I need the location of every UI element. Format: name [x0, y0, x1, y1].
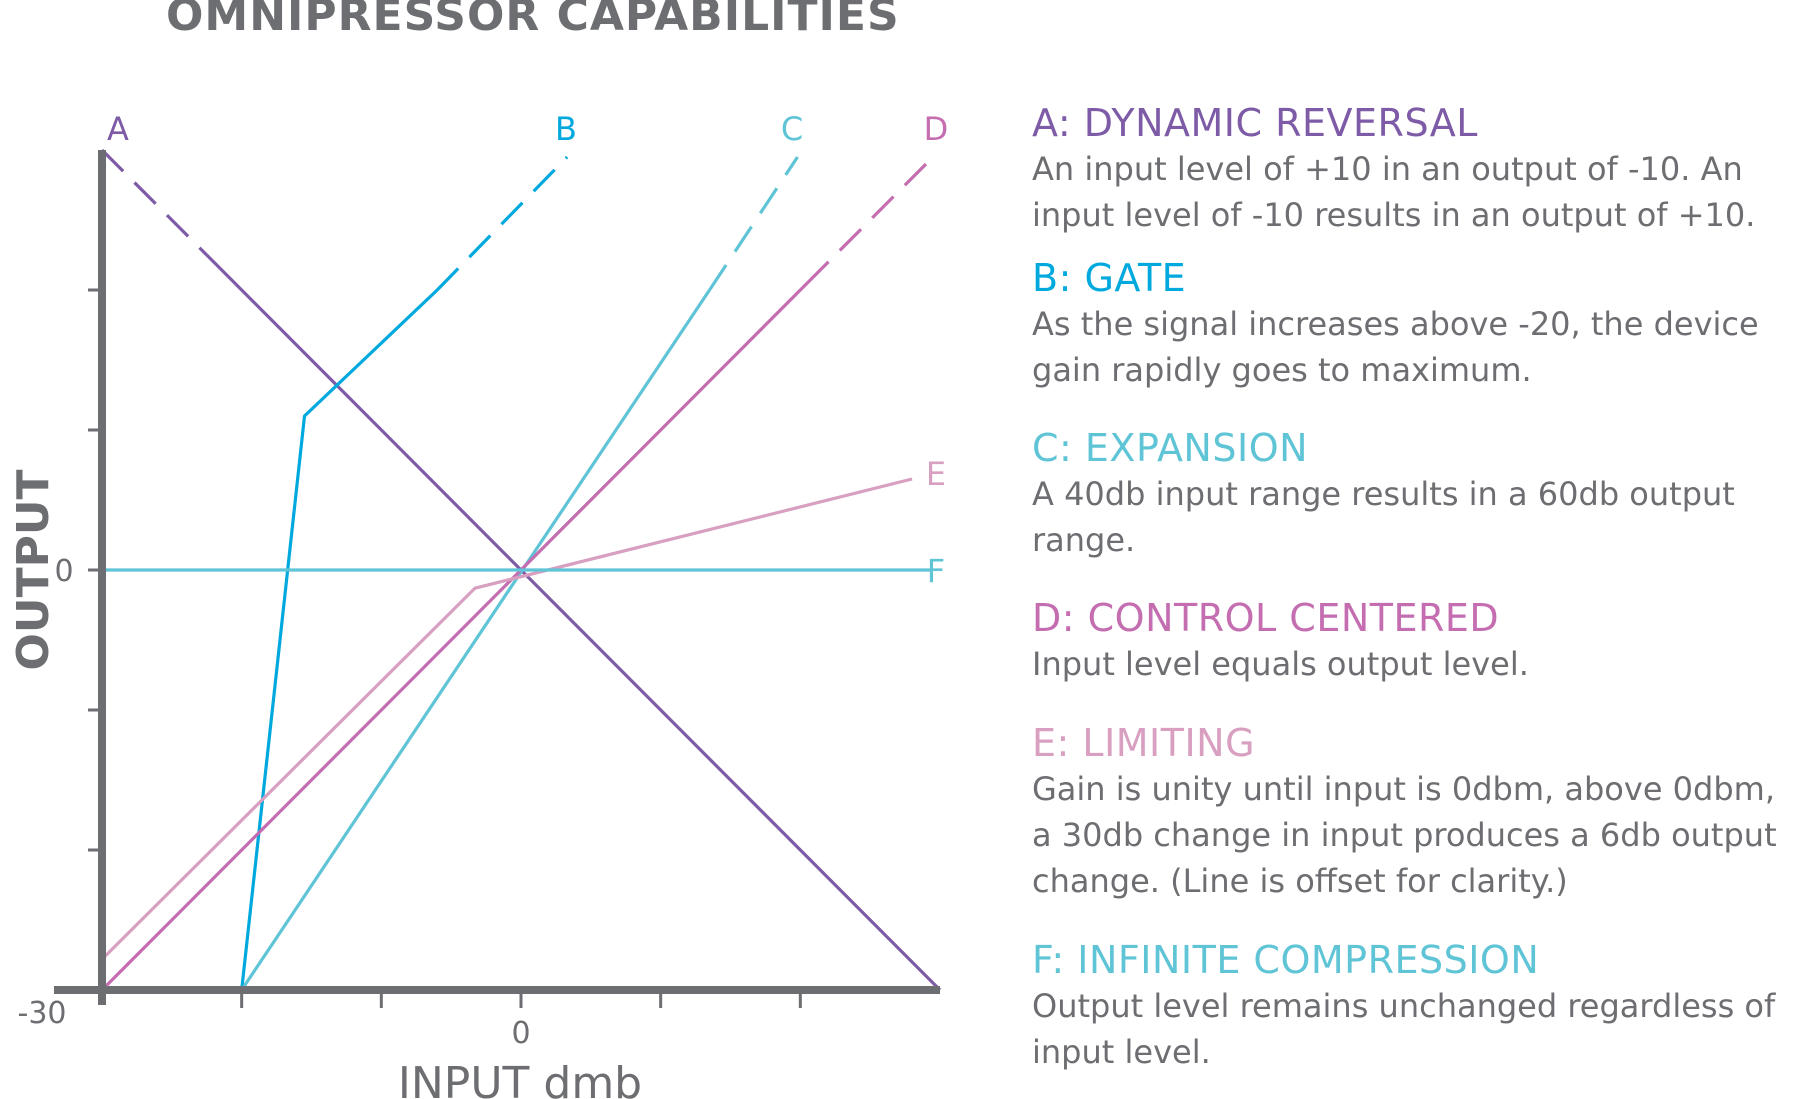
legend-text-e-2: a 30db change in input produces a 6db ou… — [1032, 816, 1777, 854]
legend-heading-e: E: LIMITING — [1032, 721, 1256, 765]
legend-entry-d: D: CONTROL CENTERED Input level equals o… — [1032, 595, 1800, 687]
page-title: OMNIPRESSOR CAPABILITIES — [166, 0, 900, 41]
x-tick-label: -30 — [18, 996, 67, 1031]
y-tick-label: 0 — [54, 554, 73, 589]
legend-heading-c: C: EXPANSION — [1032, 426, 1309, 470]
y-axis-title: OUTPUT — [8, 469, 59, 670]
legend-heading-f: F: INFINITE COMPRESSION — [1032, 938, 1540, 982]
x-axis-title: INPUT dmb — [398, 1058, 642, 1099]
legend-text-f-1: Output level remains unchanged regardles… — [1032, 987, 1776, 1025]
series-c-line — [240, 289, 711, 991]
series-e-line — [100, 477, 913, 961]
legend-heading-a: A: DYNAMIC REVERSAL — [1032, 101, 1478, 145]
curve-label-b: B — [555, 110, 577, 148]
x-tick-label: 0 — [511, 1016, 530, 1051]
series-c-dashed-line — [708, 156, 799, 291]
series-b-line — [240, 288, 439, 991]
series-b-dashed-line — [436, 155, 569, 292]
series-a-line — [205, 253, 942, 992]
series-d-line — [100, 281, 809, 992]
legend-text-b-1: As the signal increases above -20, the d… — [1032, 305, 1759, 343]
legend-text-c-2: range. — [1032, 521, 1136, 559]
curve-label-e: E — [926, 455, 946, 493]
curve-label-c: C — [781, 110, 803, 148]
legend-entry-a: A: DYNAMIC REVERSAL An input level of +1… — [1032, 100, 1800, 238]
legend-text-e-3: change. (Line is offset for clarity.) — [1032, 862, 1568, 900]
curve-label-f: F — [927, 552, 945, 590]
legend-text-e-1: Gain is unity until input is 0dbm, above… — [1032, 770, 1775, 808]
omnipressor-diagram: -30 0 0 INPUT dmb OUTPUT A B C D E F — [8, 110, 949, 1099]
legend-text-c-1: A 40db input range results in a 60db out… — [1032, 475, 1735, 513]
legend-text-b-2: gain rapidly goes to maximum. — [1032, 351, 1532, 389]
legend-entry-f: F: INFINITE COMPRESSION Output level rem… — [1032, 937, 1800, 1075]
legend-entry-e: E: LIMITING Gain is unity until input is… — [1032, 720, 1800, 904]
legend-text-a-1: An input level of +10 in an output of -1… — [1032, 150, 1743, 188]
legend-heading-d: D: CONTROL CENTERED — [1032, 596, 1500, 640]
legend-text-d-1: Input level equals output level. — [1032, 645, 1529, 683]
curve-label-a: A — [107, 110, 129, 148]
series-d-dashed-line — [806, 158, 932, 285]
legend-entry-b: B: GATE As the signal increases above -2… — [1032, 255, 1800, 393]
legend-heading-b: B: GATE — [1032, 256, 1187, 300]
legend-text-a-2: input level of -10 results in an output … — [1032, 196, 1756, 234]
series-a-dashed-line — [100, 148, 208, 257]
curve-label-d: D — [924, 110, 949, 148]
legend-text-f-2: input level. — [1032, 1033, 1211, 1071]
legend-entry-c: C: EXPANSION A 40db input range results … — [1032, 425, 1800, 563]
